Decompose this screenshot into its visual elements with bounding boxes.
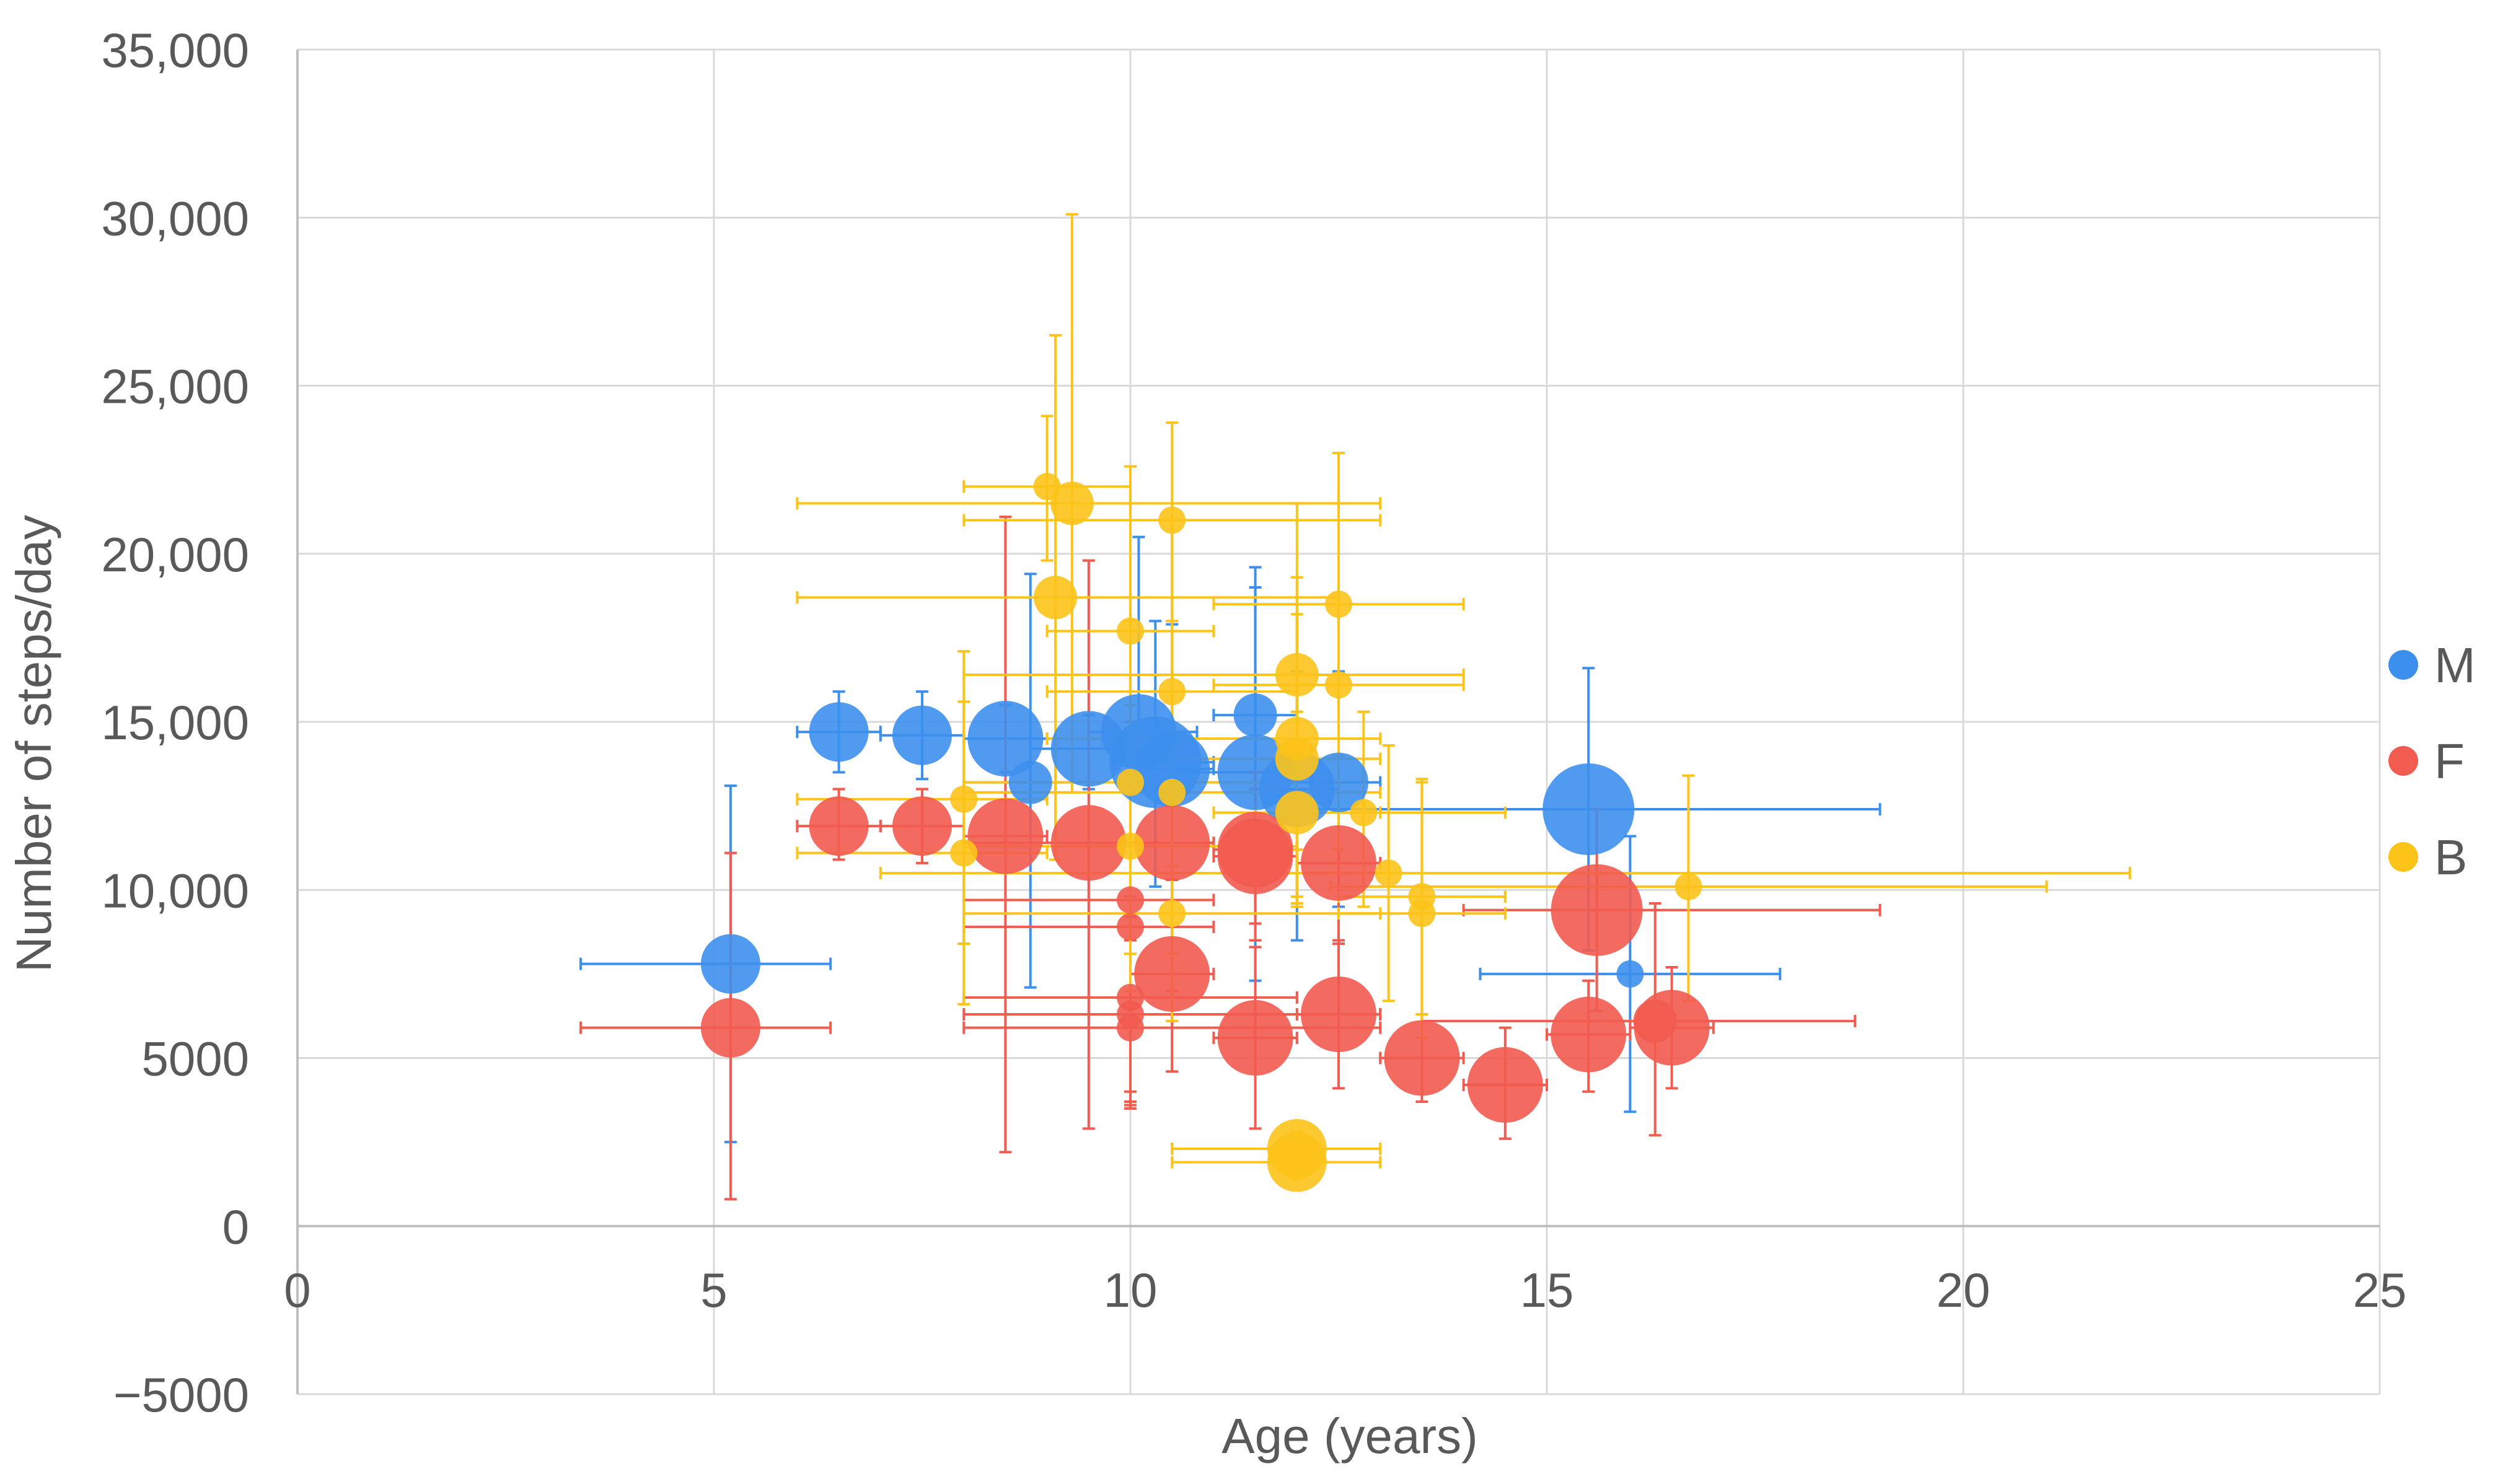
y-tick-label: 15,000 — [101, 695, 249, 750]
y-tick-label: 30,000 — [101, 191, 249, 245]
data-point-f: F: (5.2, 5900) — [700, 998, 760, 1058]
legend-label-b: B — [2434, 830, 2467, 885]
data-point-b: B: (12.5, 18500) — [1325, 591, 1352, 618]
data-point-b: B: (10.5, 15900) — [1158, 678, 1186, 706]
data-point-b: B: (12, 13900) — [1275, 737, 1319, 781]
data-point-b: B: (12, 12300) — [1275, 791, 1319, 835]
data-point-m: M: (15.5, 12400) — [1542, 763, 1635, 856]
x-axis-title: Age (years) — [1221, 1408, 1477, 1464]
axis-lines — [296, 50, 2380, 1394]
data-point-b: B: (10, 13200) — [1117, 768, 1144, 796]
data-point-m: M: (8.5, 14500) — [967, 701, 1044, 777]
legend: MFB — [2388, 638, 2476, 885]
data-point-b: B: (8, 12700) — [950, 785, 978, 813]
data-point-f: F: (8.5, 11600) — [967, 798, 1044, 874]
data-point-b: B: (9.1, 18700) — [1034, 576, 1078, 620]
data-point-b: B: (13.5, 9300) — [1408, 900, 1436, 928]
y-tick-label: 35,000 — [101, 23, 249, 77]
data-point-b: B: (10.5, 12900) — [1158, 778, 1186, 806]
data-point-f: F: (11.5, 5600) — [1217, 999, 1293, 1076]
data-point-b: B: (16.7, 10100) — [1674, 872, 1702, 900]
x-tick-label: 25 — [2353, 1263, 2407, 1317]
data-point-b: B: (13.1, 10500) — [1375, 859, 1402, 887]
legend-label-m: M — [2434, 638, 2476, 693]
data-point-b: B: (12.8, 12300) — [1350, 799, 1378, 827]
legend-label-f: F — [2434, 734, 2465, 789]
data-point-m: M: (7.5, 14600) — [892, 705, 952, 765]
data-point-f: F: (16.5, 5900) — [1634, 990, 1710, 1066]
y-axis-title: Number of steps/day — [6, 515, 61, 972]
data-point-m: M: (5.2, 7800) — [700, 934, 760, 994]
data-point-f: F: (10.5, 11400) — [1134, 805, 1210, 881]
data-point-f: F: (12.5, 10800) — [1301, 825, 1376, 901]
error-bars — [579, 213, 2131, 1201]
data-point-b: B: (10, 17700) — [1117, 617, 1144, 645]
data-point-f: F: (13.5, 5000) — [1384, 1020, 1460, 1096]
data-point-f: F: (10, 9700) — [1117, 886, 1144, 914]
y-tick-label: 0 — [222, 1200, 249, 1254]
data-point-f: F: (10, 5900) — [1117, 1014, 1144, 1042]
x-tick-label: 5 — [700, 1263, 727, 1317]
data-point-b: B: (12, 16400) — [1275, 653, 1319, 697]
data-point-b: B: (10, 11300) — [1117, 832, 1144, 860]
legend-marker-b — [2388, 842, 2418, 872]
y-axis-tick-labels: −5000 0 5000 10,000 15,000 20,000 25,000 30,000… — [101, 23, 249, 1422]
data-point-m: M: (10.5, 13600) — [1134, 731, 1210, 807]
data-point-b: B: (9.3, 21500) — [1050, 481, 1094, 525]
data-point-f: F: (11.5, 11000) — [1217, 819, 1293, 894]
data-point-b: B: (10.5, 21000) — [1158, 506, 1186, 534]
x-axis-tick-labels: 0 5 10 15 20 25 — [284, 1263, 2406, 1317]
y-tick-label: 5000 — [141, 1032, 249, 1086]
data-point-f: F: (12.5, 6300) — [1301, 976, 1376, 1052]
data-point-f: F: (6.5, 11900) — [809, 796, 869, 856]
data-point-b: B: (12.5, 16100) — [1325, 671, 1352, 699]
data-point-f: F: (15.5, 5700) — [1551, 996, 1627, 1073]
data-point-f: F: (7.5, 11900) — [892, 796, 952, 856]
data-point-m: M: (16, 7500) — [1616, 960, 1644, 988]
data-point-m: M: (6.5, 14700) — [809, 702, 869, 762]
data-point-f: F: (14.5, 4200) — [1467, 1047, 1543, 1123]
data-point-f: F: (15.6, 9400) — [1551, 864, 1643, 956]
data-point-b: B: (10.5, 9300) — [1158, 900, 1186, 928]
x-tick-label: 15 — [1520, 1263, 1574, 1317]
data-point-f: F: (9.5, 11400) — [1050, 805, 1127, 881]
data-point-f: F: (10.5, 7500) — [1134, 936, 1210, 1012]
data-point-m: M: (12.5, 13200) — [1309, 752, 1368, 812]
data-point-f: F: (10, 8900) — [1117, 913, 1144, 941]
y-tick-label: 25,000 — [101, 359, 249, 414]
data-point-b: B: (8, 11100) — [950, 839, 978, 867]
x-tick-label: 10 — [1104, 1263, 1158, 1317]
y-tick-label: 20,000 — [101, 527, 249, 582]
data-point-b: B: (12, 1900) — [1267, 1132, 1327, 1192]
data-bubbles: M: (5.2, 7800) M: (6.5, 14700) M: (7.5, 14… — [700, 473, 1710, 1192]
data-point-m: M: (8.8, 13200) — [1008, 760, 1052, 804]
data-point-m: M: (11.5, 15200) — [1233, 693, 1277, 737]
x-tick-label: 0 — [284, 1263, 310, 1317]
y-tick-label: 10,000 — [101, 863, 249, 918]
x-tick-label: 20 — [1937, 1263, 1991, 1317]
y-tick-label: −5000 — [113, 1368, 249, 1422]
legend-marker-m — [2388, 650, 2418, 680]
legend-marker-f — [2388, 746, 2418, 776]
